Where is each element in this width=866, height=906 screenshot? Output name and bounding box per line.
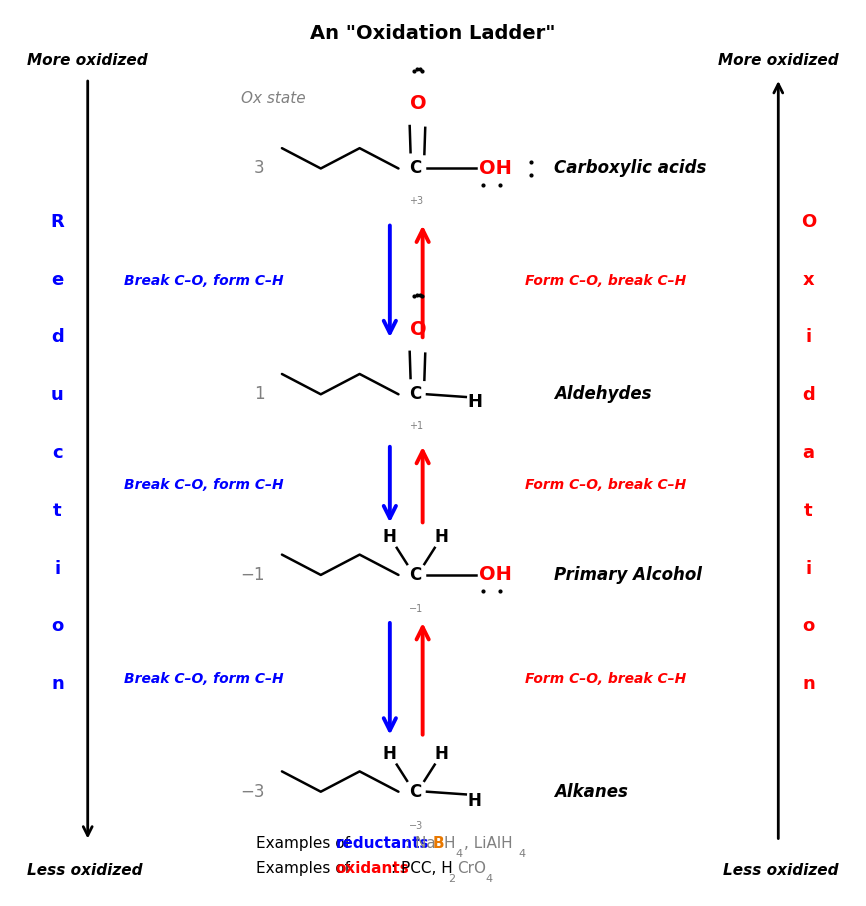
Text: Examples of: Examples of bbox=[256, 861, 355, 876]
Text: More oxidized: More oxidized bbox=[718, 53, 838, 68]
Text: t: t bbox=[805, 502, 813, 520]
Text: CrO: CrO bbox=[457, 861, 486, 876]
Text: Ox state: Ox state bbox=[241, 91, 306, 105]
Text: R: R bbox=[50, 213, 64, 231]
Text: H: H bbox=[435, 745, 449, 763]
Text: −3: −3 bbox=[240, 783, 265, 801]
Text: n: n bbox=[802, 675, 815, 693]
Text: +1: +1 bbox=[409, 421, 423, 431]
Text: Break C–O, form C–H: Break C–O, form C–H bbox=[125, 477, 284, 492]
Text: n: n bbox=[51, 675, 64, 693]
Text: Form C–O, break C–H: Form C–O, break C–H bbox=[525, 275, 686, 288]
Text: Break C–O, form C–H: Break C–O, form C–H bbox=[125, 672, 284, 686]
Text: 3: 3 bbox=[254, 159, 265, 178]
Text: Form C–O, break C–H: Form C–O, break C–H bbox=[525, 477, 686, 492]
Text: B: B bbox=[432, 835, 443, 851]
Text: 2: 2 bbox=[449, 874, 456, 884]
Text: H: H bbox=[468, 792, 481, 810]
Text: i: i bbox=[805, 328, 811, 346]
Text: −3: −3 bbox=[409, 821, 423, 831]
Text: : PCC, H: : PCC, H bbox=[391, 861, 452, 876]
Text: : Na: : Na bbox=[404, 835, 436, 851]
Text: C: C bbox=[410, 566, 422, 584]
Text: Alkanes: Alkanes bbox=[554, 783, 628, 801]
Text: C: C bbox=[410, 783, 422, 801]
Text: −1: −1 bbox=[409, 603, 423, 614]
Text: OH: OH bbox=[479, 565, 512, 584]
Text: H: H bbox=[435, 528, 449, 546]
Text: o: o bbox=[51, 617, 63, 635]
Text: −1: −1 bbox=[240, 566, 265, 584]
Text: H: H bbox=[383, 745, 397, 763]
Text: 4: 4 bbox=[486, 874, 493, 884]
Text: H: H bbox=[468, 392, 482, 410]
Text: 4: 4 bbox=[456, 849, 462, 859]
Text: An "Oxidation Ladder": An "Oxidation Ladder" bbox=[310, 24, 556, 43]
Text: O: O bbox=[410, 94, 427, 113]
Text: e: e bbox=[51, 271, 63, 289]
Text: OH: OH bbox=[479, 159, 512, 178]
Text: O: O bbox=[801, 213, 816, 231]
Text: x: x bbox=[803, 271, 814, 289]
Text: c: c bbox=[52, 444, 63, 462]
Text: O: O bbox=[410, 320, 427, 339]
Text: 4: 4 bbox=[519, 849, 526, 859]
Text: More oxidized: More oxidized bbox=[28, 53, 148, 68]
Text: Less oxidized: Less oxidized bbox=[723, 863, 838, 878]
Text: a: a bbox=[803, 444, 815, 462]
Text: H: H bbox=[383, 528, 397, 546]
Text: Primary Alcohol: Primary Alcohol bbox=[554, 566, 701, 584]
Text: Less oxidized: Less oxidized bbox=[28, 863, 143, 878]
Text: i: i bbox=[805, 560, 811, 578]
Text: d: d bbox=[802, 386, 815, 404]
Text: , LiAlH: , LiAlH bbox=[464, 835, 513, 851]
Text: Form C–O, break C–H: Form C–O, break C–H bbox=[525, 672, 686, 686]
Text: Examples of: Examples of bbox=[256, 835, 355, 851]
Text: C: C bbox=[410, 385, 422, 403]
Text: H: H bbox=[443, 835, 455, 851]
Text: C: C bbox=[410, 159, 422, 178]
Text: reductants: reductants bbox=[335, 835, 429, 851]
Text: u: u bbox=[51, 386, 64, 404]
Text: Aldehydes: Aldehydes bbox=[554, 385, 651, 403]
Text: Break C–O, form C–H: Break C–O, form C–H bbox=[125, 275, 284, 288]
Text: t: t bbox=[53, 502, 61, 520]
Text: oxidants: oxidants bbox=[335, 861, 410, 876]
Text: o: o bbox=[803, 617, 815, 635]
Text: +3: +3 bbox=[409, 196, 423, 206]
Text: i: i bbox=[55, 560, 61, 578]
Text: Carboxylic acids: Carboxylic acids bbox=[554, 159, 707, 178]
Text: 1: 1 bbox=[254, 385, 265, 403]
Text: d: d bbox=[51, 328, 64, 346]
